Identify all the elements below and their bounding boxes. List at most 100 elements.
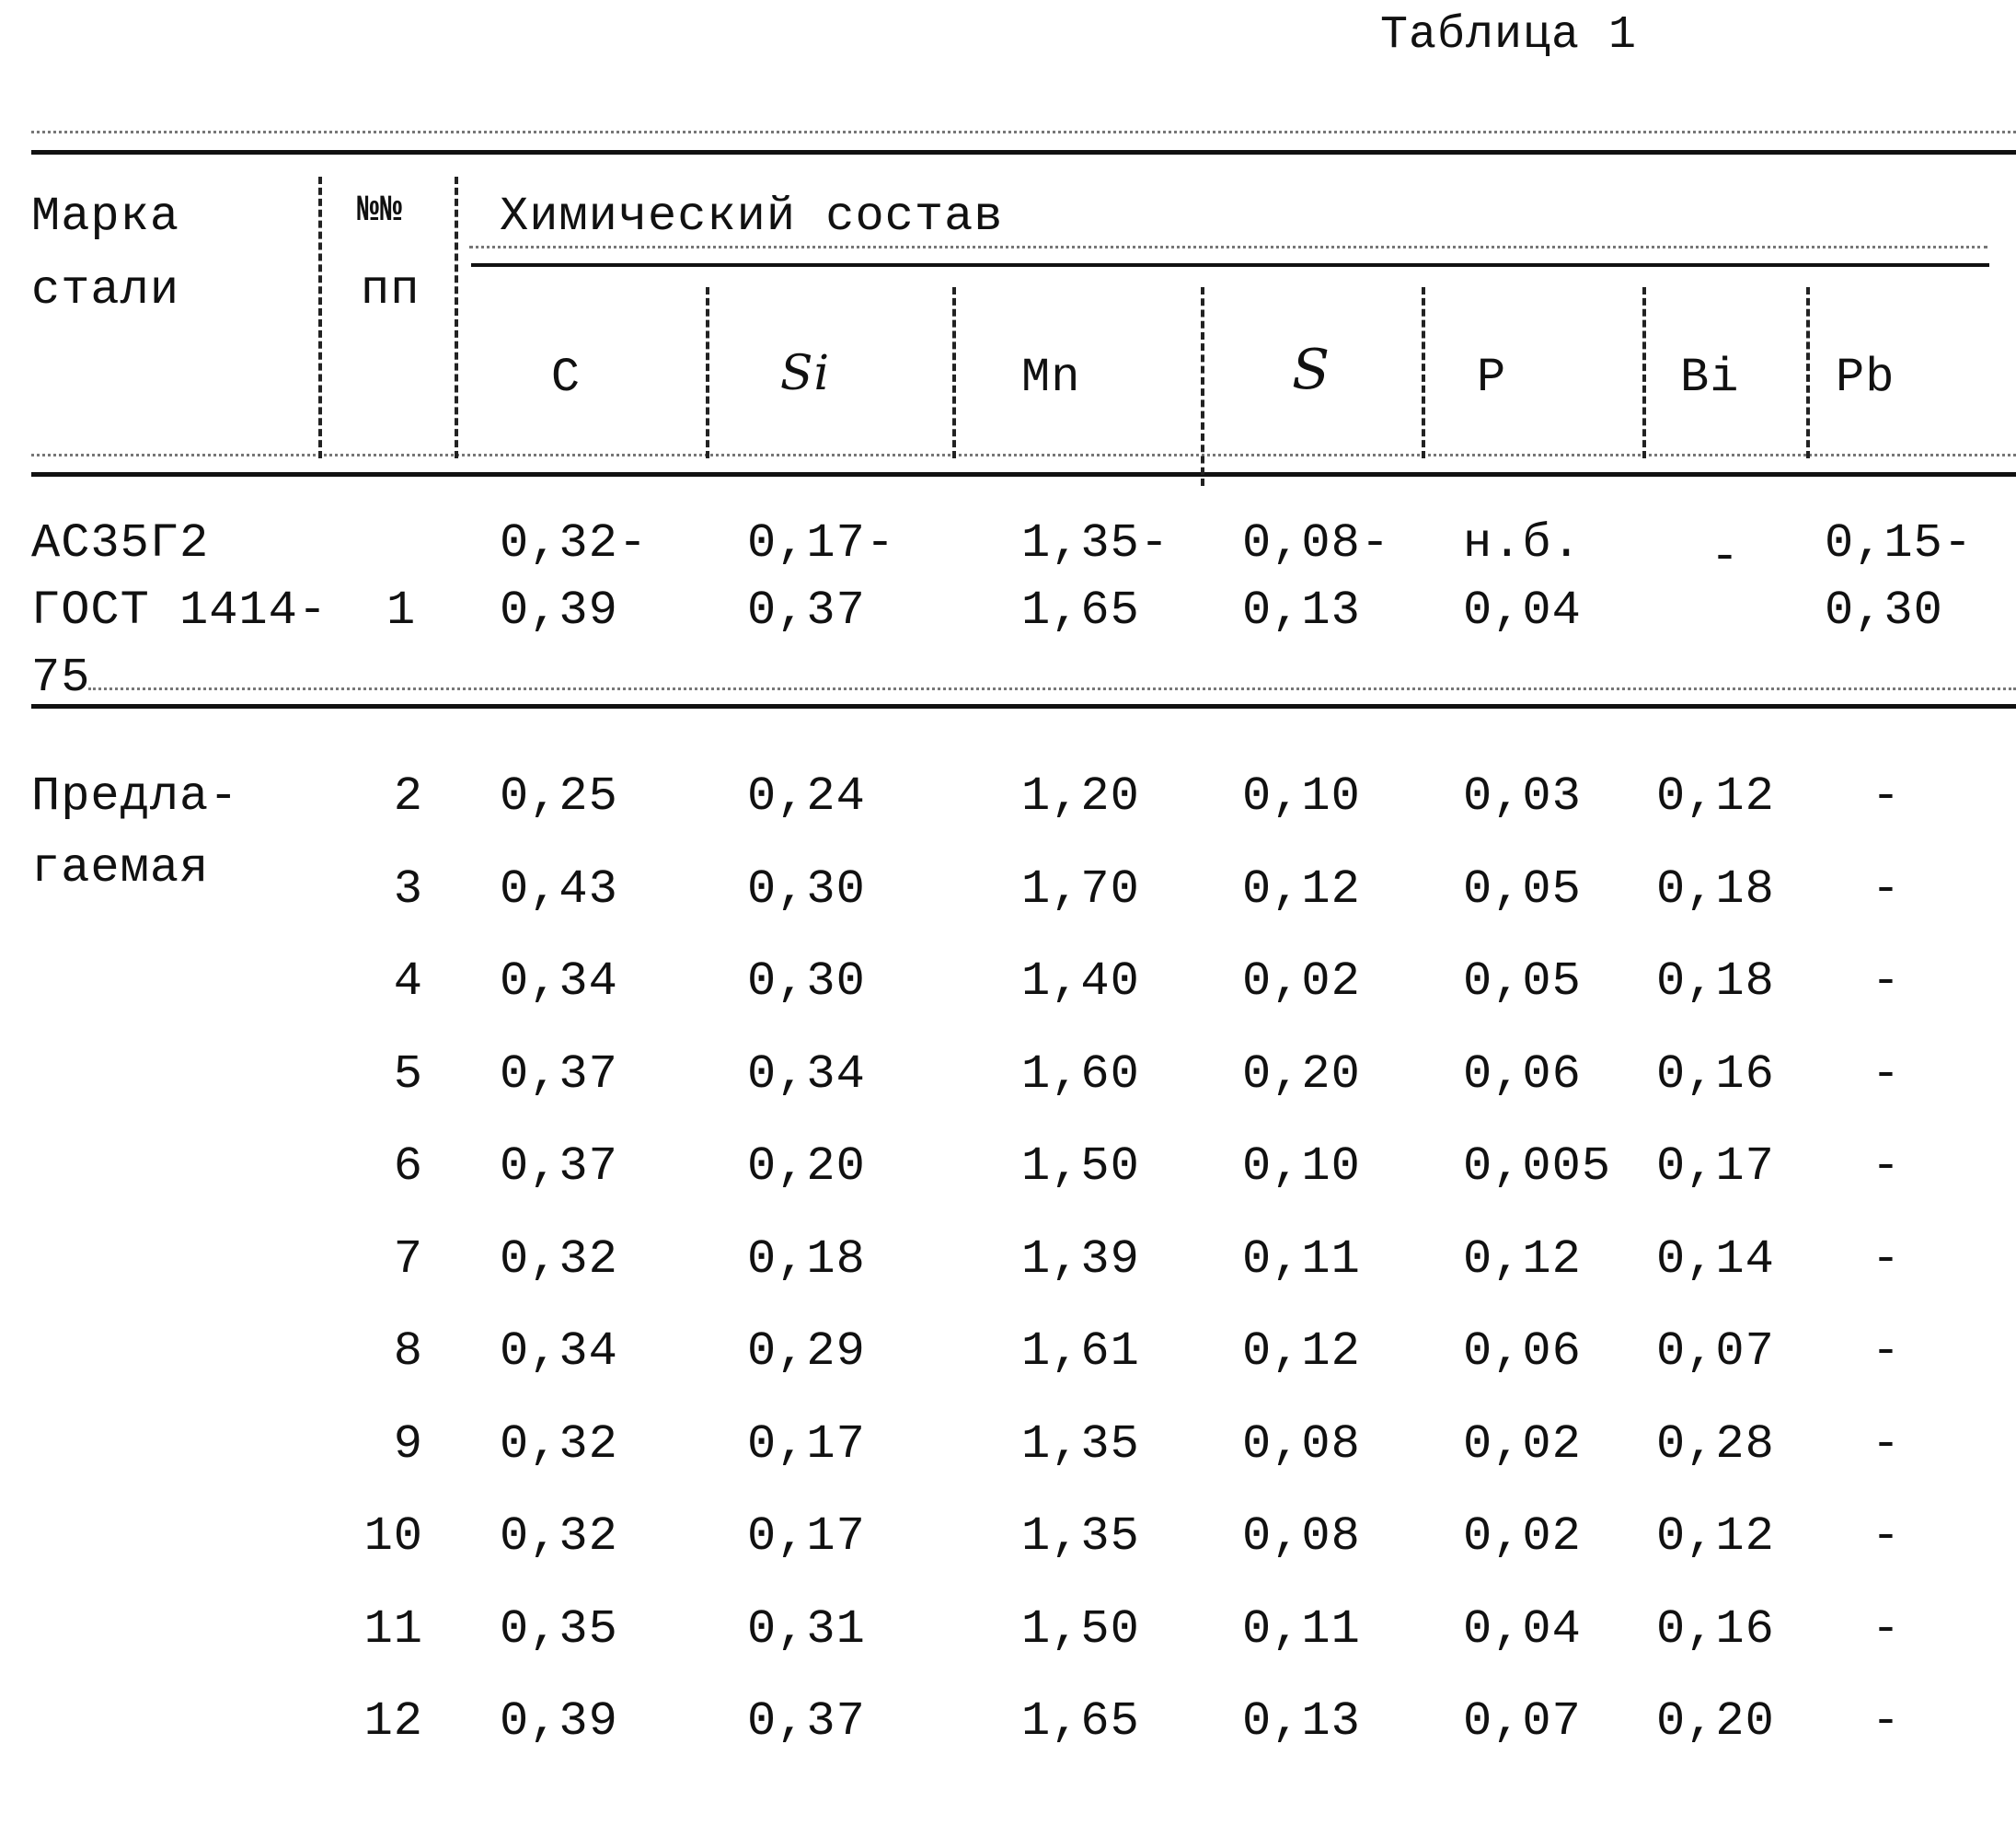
column-separator [455, 177, 458, 458]
row-number: 6 [393, 1139, 423, 1194]
composition-rule [471, 263, 1989, 267]
cell-pb: - [1871, 1047, 1902, 1102]
cell-s: 0,11 [1242, 1602, 1361, 1657]
row-number: 12 [363, 1694, 423, 1749]
cell-p: 0,07 [1463, 1694, 1582, 1749]
cell-s: 0,08 [1242, 1417, 1361, 1472]
cell-si: 0,17 [747, 1509, 866, 1564]
cell-c: 0,43 [500, 862, 618, 917]
cell-bi: 0,12 [1656, 769, 1775, 824]
cell-c: 0,39 [500, 1694, 618, 1749]
cell-s: 0,10 [1242, 769, 1361, 824]
header-element-c: C [550, 351, 582, 405]
cell-s: 0,08 [1242, 1509, 1361, 1564]
cell-p: 0,03 [1463, 769, 1582, 824]
cell-p: 0,02 [1463, 1417, 1582, 1472]
cell-s: 0,11 [1242, 1232, 1361, 1287]
cell-mn: 1,60 [1021, 1047, 1140, 1102]
header-element-bi: Bi [1680, 351, 1740, 405]
cell-bi: 0,20 [1656, 1694, 1775, 1749]
reference-s-max: 0,13 [1242, 583, 1361, 638]
cell-si: 0,17 [747, 1417, 866, 1472]
cell-pb: - [1871, 769, 1902, 824]
column-separator [1422, 287, 1425, 458]
column-separator [1642, 287, 1646, 458]
cell-mn: 1,40 [1021, 954, 1140, 1009]
proposed-grade-line1: Предла- [31, 769, 239, 824]
cell-s: 0,02 [1242, 954, 1361, 1009]
row-number: 7 [393, 1232, 423, 1287]
cell-si: 0,18 [747, 1232, 866, 1287]
header-num-line1: №№ [357, 191, 404, 232]
reference-grade-line3: 75 [31, 651, 91, 705]
header-bottom-rule [31, 472, 2016, 477]
cell-p: 0,05 [1463, 862, 1582, 917]
cell-c: 0,37 [500, 1047, 618, 1102]
reference-c-min: 0,32- [500, 516, 649, 571]
cell-si: 0,30 [747, 954, 866, 1009]
header-element-pb: Pb [1836, 351, 1895, 405]
cell-pb: - [1871, 862, 1902, 917]
cell-c: 0,32 [500, 1232, 618, 1287]
row-number: 9 [393, 1417, 423, 1472]
table-label: Таблица 1 [1380, 9, 1638, 62]
row-number: 8 [393, 1324, 423, 1379]
row-number: 5 [393, 1047, 423, 1102]
cell-bi: 0,14 [1656, 1232, 1775, 1287]
cell-pb: - [1871, 1509, 1902, 1564]
cell-si: 0,37 [747, 1694, 866, 1749]
cell-c: 0,37 [500, 1139, 618, 1194]
cell-pb: - [1871, 1602, 1902, 1657]
cell-si: 0,24 [747, 769, 866, 824]
cell-c: 0,34 [500, 1324, 618, 1379]
reference-mn-max: 1,65 [1021, 583, 1140, 638]
header-num-line2: пп [361, 263, 420, 318]
reference-p-max: 0,04 [1463, 583, 1582, 638]
cell-pb: - [1871, 1232, 1902, 1287]
proposed-grade-line2: гаемая [31, 841, 210, 895]
cell-bi: 0,16 [1656, 1602, 1775, 1657]
reference-grade-line1: АС35Г2 [31, 516, 210, 571]
cell-mn: 1,20 [1021, 769, 1140, 824]
reference-s-min: 0,08- [1242, 516, 1391, 571]
reference-grade-line2: ГОСТ 1414- [31, 583, 328, 638]
header-composition: Химический состав [500, 190, 1004, 244]
column-separator [318, 177, 322, 458]
cell-p: 0,06 [1463, 1047, 1582, 1102]
reference-pb-min: 0,15- [1825, 516, 1974, 571]
column-separator [1201, 287, 1204, 486]
cell-pb: - [1871, 954, 1902, 1009]
cell-p: 0,02 [1463, 1509, 1582, 1564]
header-element-s: S [1291, 338, 1331, 402]
cell-c: 0,25 [500, 769, 618, 824]
cell-pb: - [1871, 1324, 1902, 1379]
cell-si: 0,31 [747, 1602, 866, 1657]
reference-si-min: 0,17- [747, 516, 896, 571]
cell-c: 0,35 [500, 1602, 618, 1657]
cell-c: 0,34 [500, 954, 618, 1009]
row-number: 4 [393, 954, 423, 1009]
header-element-mn: Mn [1021, 351, 1081, 405]
top-rule [31, 150, 2016, 155]
cell-s: 0,10 [1242, 1139, 1361, 1194]
header-element-si: Si [779, 346, 831, 401]
cell-pb: - [1871, 1694, 1902, 1749]
cell-s: 0,12 [1242, 1324, 1361, 1379]
row-number: 10 [363, 1509, 423, 1564]
cell-bi: 0,18 [1656, 954, 1775, 1009]
header-element-p: P [1477, 351, 1507, 405]
cell-si: 0,29 [747, 1324, 866, 1379]
cell-bi: 0,17 [1656, 1139, 1775, 1194]
top-dotted-rule [31, 131, 2016, 133]
cell-c: 0,32 [500, 1417, 618, 1472]
cell-p: 0,06 [1463, 1324, 1582, 1379]
cell-p: 0,005 [1463, 1139, 1612, 1194]
cell-mn: 1,65 [1021, 1694, 1140, 1749]
row-number: 3 [393, 862, 423, 917]
column-separator [706, 287, 709, 458]
reference-pb-max: 0,30 [1825, 583, 1943, 638]
cell-pb: - [1871, 1139, 1902, 1194]
header-grade-line2: стали [31, 263, 180, 318]
cell-p: 0,04 [1463, 1602, 1582, 1657]
cell-mn: 1,70 [1021, 862, 1140, 917]
